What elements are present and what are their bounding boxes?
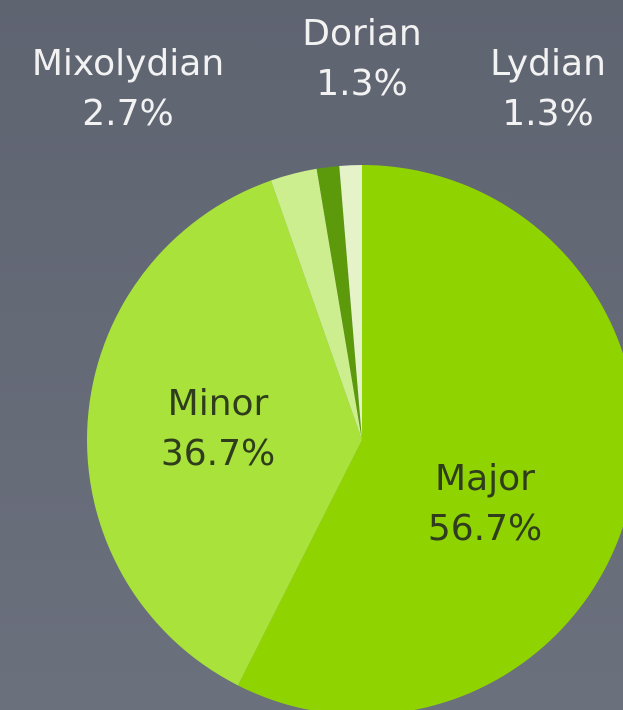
value-label: 36.7% xyxy=(161,433,275,474)
slice-label: Lydian xyxy=(490,43,606,84)
pie-slice xyxy=(86,180,363,686)
value-label: 56.7% xyxy=(428,508,542,549)
pie-slice xyxy=(339,165,362,440)
pie-slice xyxy=(270,168,362,440)
value-label: 2.7% xyxy=(82,93,173,134)
slice-label: Major xyxy=(435,458,535,499)
slice-label: Minor xyxy=(168,383,269,424)
pie-slice xyxy=(237,165,623,710)
pie-slice xyxy=(316,165,362,440)
value-label: 1.3% xyxy=(316,63,407,104)
slice-label: Dorian xyxy=(302,13,421,54)
value-label: 1.3% xyxy=(502,93,593,134)
slice-label: Mixolydian xyxy=(32,43,224,84)
